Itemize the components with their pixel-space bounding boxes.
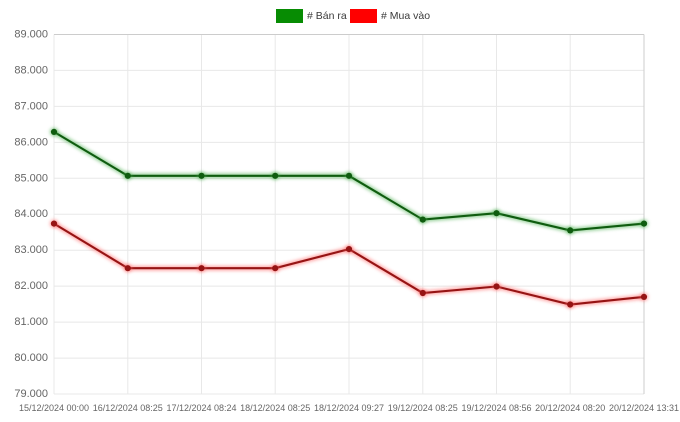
svg-text:87.000: 87.000 [14,100,48,112]
svg-text:83.000: 83.000 [14,244,48,256]
svg-text:19/12/2024 08:56: 19/12/2024 08:56 [461,403,531,413]
svg-text:86.000: 86.000 [14,136,48,148]
svg-text:18/12/2024 08:25: 18/12/2024 08:25 [240,403,310,413]
svg-text:20/12/2024 13:31: 20/12/2024 13:31 [609,403,679,413]
svg-text:17/12/2024 08:24: 17/12/2024 08:24 [166,403,236,413]
svg-text:80.000: 80.000 [14,352,48,364]
svg-text:82.000: 82.000 [14,280,48,292]
svg-text:19/12/2024 08:25: 19/12/2024 08:25 [388,403,458,413]
svg-text:81.000: 81.000 [14,316,48,328]
svg-text:16/12/2024 08:25: 16/12/2024 08:25 [93,403,163,413]
svg-text:89.000: 89.000 [14,29,48,41]
svg-text:15/12/2024 00:00: 15/12/2024 00:00 [19,403,89,413]
svg-text:84.000: 84.000 [14,208,48,220]
svg-text:88.000: 88.000 [14,64,48,76]
svg-text:20/12/2024 08:20: 20/12/2024 08:20 [535,403,605,413]
svg-text:85.000: 85.000 [14,172,48,184]
svg-text:79.000: 79.000 [14,388,48,400]
svg-text:18/12/2024 09:27: 18/12/2024 09:27 [314,403,384,413]
